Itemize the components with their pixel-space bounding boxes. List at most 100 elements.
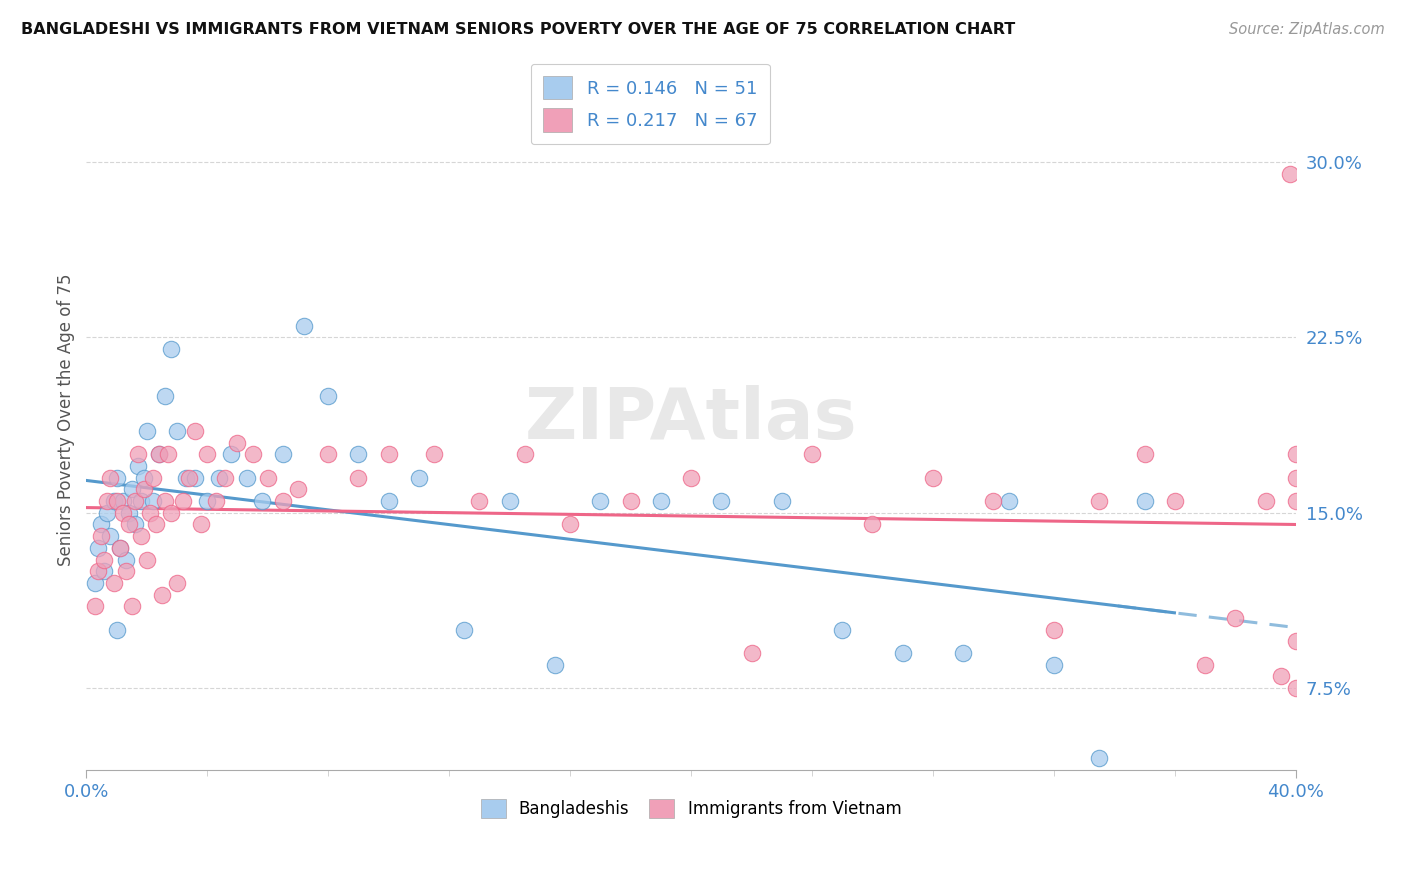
- Point: [1133, 494, 1156, 508]
- Point: [983, 494, 1005, 508]
- Point: [108, 541, 131, 555]
- Point: [770, 494, 793, 508]
- Point: [148, 447, 170, 461]
- Point: [121, 599, 143, 614]
- Point: [124, 494, 146, 508]
- Point: [377, 494, 399, 508]
- Point: [997, 494, 1019, 508]
- Point: [468, 494, 491, 508]
- Point: [347, 447, 370, 461]
- Point: [1043, 657, 1066, 672]
- Point: [153, 389, 176, 403]
- Point: [214, 471, 236, 485]
- Point: [226, 435, 249, 450]
- Point: [121, 483, 143, 497]
- Point: [160, 342, 183, 356]
- Text: Source: ZipAtlas.com: Source: ZipAtlas.com: [1229, 22, 1385, 37]
- Point: [127, 458, 149, 473]
- Point: [1270, 669, 1292, 683]
- Point: [124, 517, 146, 532]
- Point: [1043, 623, 1066, 637]
- Point: [256, 471, 278, 485]
- Point: [100, 529, 122, 543]
- Point: [208, 471, 231, 485]
- Point: [205, 494, 228, 508]
- Point: [589, 494, 612, 508]
- Point: [114, 564, 136, 578]
- Point: [741, 646, 763, 660]
- Point: [801, 447, 824, 461]
- Point: [408, 471, 430, 485]
- Point: [710, 494, 733, 508]
- Point: [145, 517, 167, 532]
- Point: [135, 424, 157, 438]
- Point: [93, 552, 115, 566]
- Point: [1194, 657, 1216, 672]
- Point: [1285, 681, 1308, 695]
- Point: [679, 471, 702, 485]
- Point: [117, 517, 139, 532]
- Point: [184, 424, 207, 438]
- Point: [316, 389, 339, 403]
- Point: [271, 494, 294, 508]
- Point: [100, 471, 122, 485]
- Point: [619, 494, 641, 508]
- Point: [1254, 494, 1277, 508]
- Legend: Bangladeshis, Immigrants from Vietnam: Bangladeshis, Immigrants from Vietnam: [474, 793, 908, 825]
- Point: [922, 471, 945, 485]
- Point: [139, 506, 162, 520]
- Point: [513, 447, 536, 461]
- Point: [105, 471, 128, 485]
- Point: [132, 471, 155, 485]
- Point: [105, 623, 128, 637]
- Point: [862, 517, 884, 532]
- Point: [129, 494, 152, 508]
- Point: [111, 494, 134, 508]
- Point: [1285, 634, 1308, 648]
- Text: ZIPAtlas: ZIPAtlas: [524, 384, 858, 454]
- Point: [127, 447, 149, 461]
- Point: [96, 506, 118, 520]
- Point: [891, 646, 914, 660]
- Point: [221, 447, 243, 461]
- Point: [271, 447, 294, 461]
- Point: [498, 494, 520, 508]
- Point: [242, 447, 264, 461]
- Point: [108, 541, 131, 555]
- Point: [235, 471, 257, 485]
- Point: [87, 541, 110, 555]
- Point: [117, 506, 139, 520]
- Point: [1133, 447, 1156, 461]
- Point: [142, 471, 165, 485]
- Point: [174, 471, 197, 485]
- Y-axis label: Seniors Poverty Over the Age of 75: Seniors Poverty Over the Age of 75: [58, 273, 75, 566]
- Point: [650, 494, 672, 508]
- Point: [831, 623, 853, 637]
- Point: [347, 471, 370, 485]
- Point: [84, 599, 107, 614]
- Point: [166, 576, 188, 591]
- Point: [135, 552, 157, 566]
- Point: [195, 447, 218, 461]
- Point: [1088, 751, 1111, 765]
- Point: [166, 424, 188, 438]
- Point: [132, 483, 155, 497]
- Point: [1285, 447, 1308, 461]
- Point: [1285, 471, 1308, 485]
- Point: [453, 623, 475, 637]
- Point: [153, 494, 176, 508]
- Point: [93, 564, 115, 578]
- Point: [1164, 494, 1187, 508]
- Point: [287, 483, 309, 497]
- Point: [142, 494, 165, 508]
- Point: [111, 506, 134, 520]
- Point: [156, 447, 179, 461]
- Point: [316, 447, 339, 461]
- Point: [1285, 494, 1308, 508]
- Point: [103, 576, 125, 591]
- Point: [377, 447, 399, 461]
- Point: [90, 529, 112, 543]
- Point: [87, 564, 110, 578]
- Point: [114, 552, 136, 566]
- Point: [544, 657, 567, 672]
